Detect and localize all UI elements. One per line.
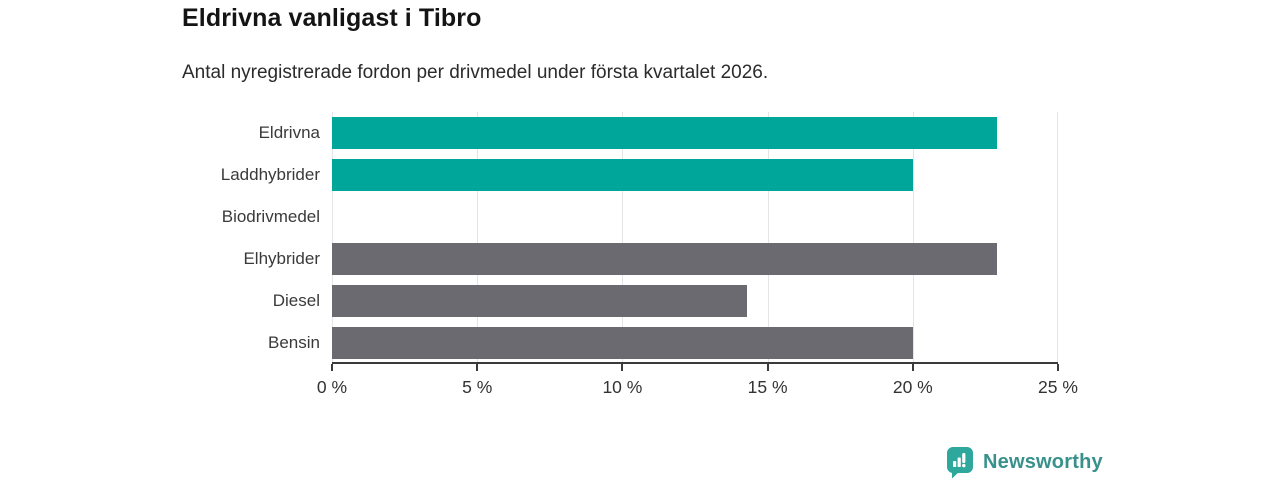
x-tick-label: 5 %	[462, 377, 493, 397]
category-label-diesel: Diesel	[272, 291, 320, 310]
x-axis-tick-25	[1057, 364, 1059, 371]
gridline-5	[477, 112, 479, 362]
gridline-25	[1057, 112, 1058, 362]
x-tick-label: 15 %	[747, 377, 788, 397]
x-axis-tick-10	[621, 364, 624, 371]
x-tick-label: 20 %	[892, 377, 933, 397]
x-axis-tick-5	[476, 364, 479, 371]
bar-laddhybrider	[332, 159, 913, 191]
x-axis-tick-15	[766, 364, 769, 371]
gridline-10	[622, 112, 624, 362]
category-label-eldrivna: Eldrivna	[258, 123, 320, 142]
bar-eldrivna	[332, 117, 998, 149]
bar-chart-plot-area: 0 % 5 % 10 % 15 % 20 % 25 %	[317, 112, 1078, 397]
category-label-elhybrider: Elhybrider	[243, 249, 320, 268]
category-label-bensin: Bensin	[268, 333, 320, 352]
chart-title: Eldrivna vanligast i Tibro	[182, 4, 482, 32]
chart-subtitle: Antal nyregistrerade fordon per drivmede…	[182, 62, 769, 83]
bar-bensin	[332, 327, 913, 359]
bar-diesel	[332, 285, 748, 317]
gridline-20	[912, 112, 914, 362]
x-tick-label: 25 %	[1038, 377, 1078, 397]
gridline-15	[767, 112, 769, 362]
category-axis: Eldrivna Laddhybrider Biodrivmedel Elhybrid…	[0, 112, 320, 364]
newsworthy-brand: Newsworthy	[946, 446, 1103, 479]
x-tick-label: 10 %	[602, 377, 643, 397]
brand-name: Newsworthy	[983, 451, 1103, 473]
x-axis-tick-0	[331, 364, 333, 371]
category-label-biodrivmedel: Biodrivmedel	[221, 207, 320, 226]
x-tick-label: 0 %	[316, 377, 348, 397]
category-label-laddhybrider: Laddhybrider	[220, 165, 320, 184]
gridline-0	[332, 112, 333, 362]
bar-chart-pin-icon	[947, 447, 973, 479]
x-axis-tick-20	[911, 364, 914, 371]
bar-elhybrider	[332, 243, 998, 275]
